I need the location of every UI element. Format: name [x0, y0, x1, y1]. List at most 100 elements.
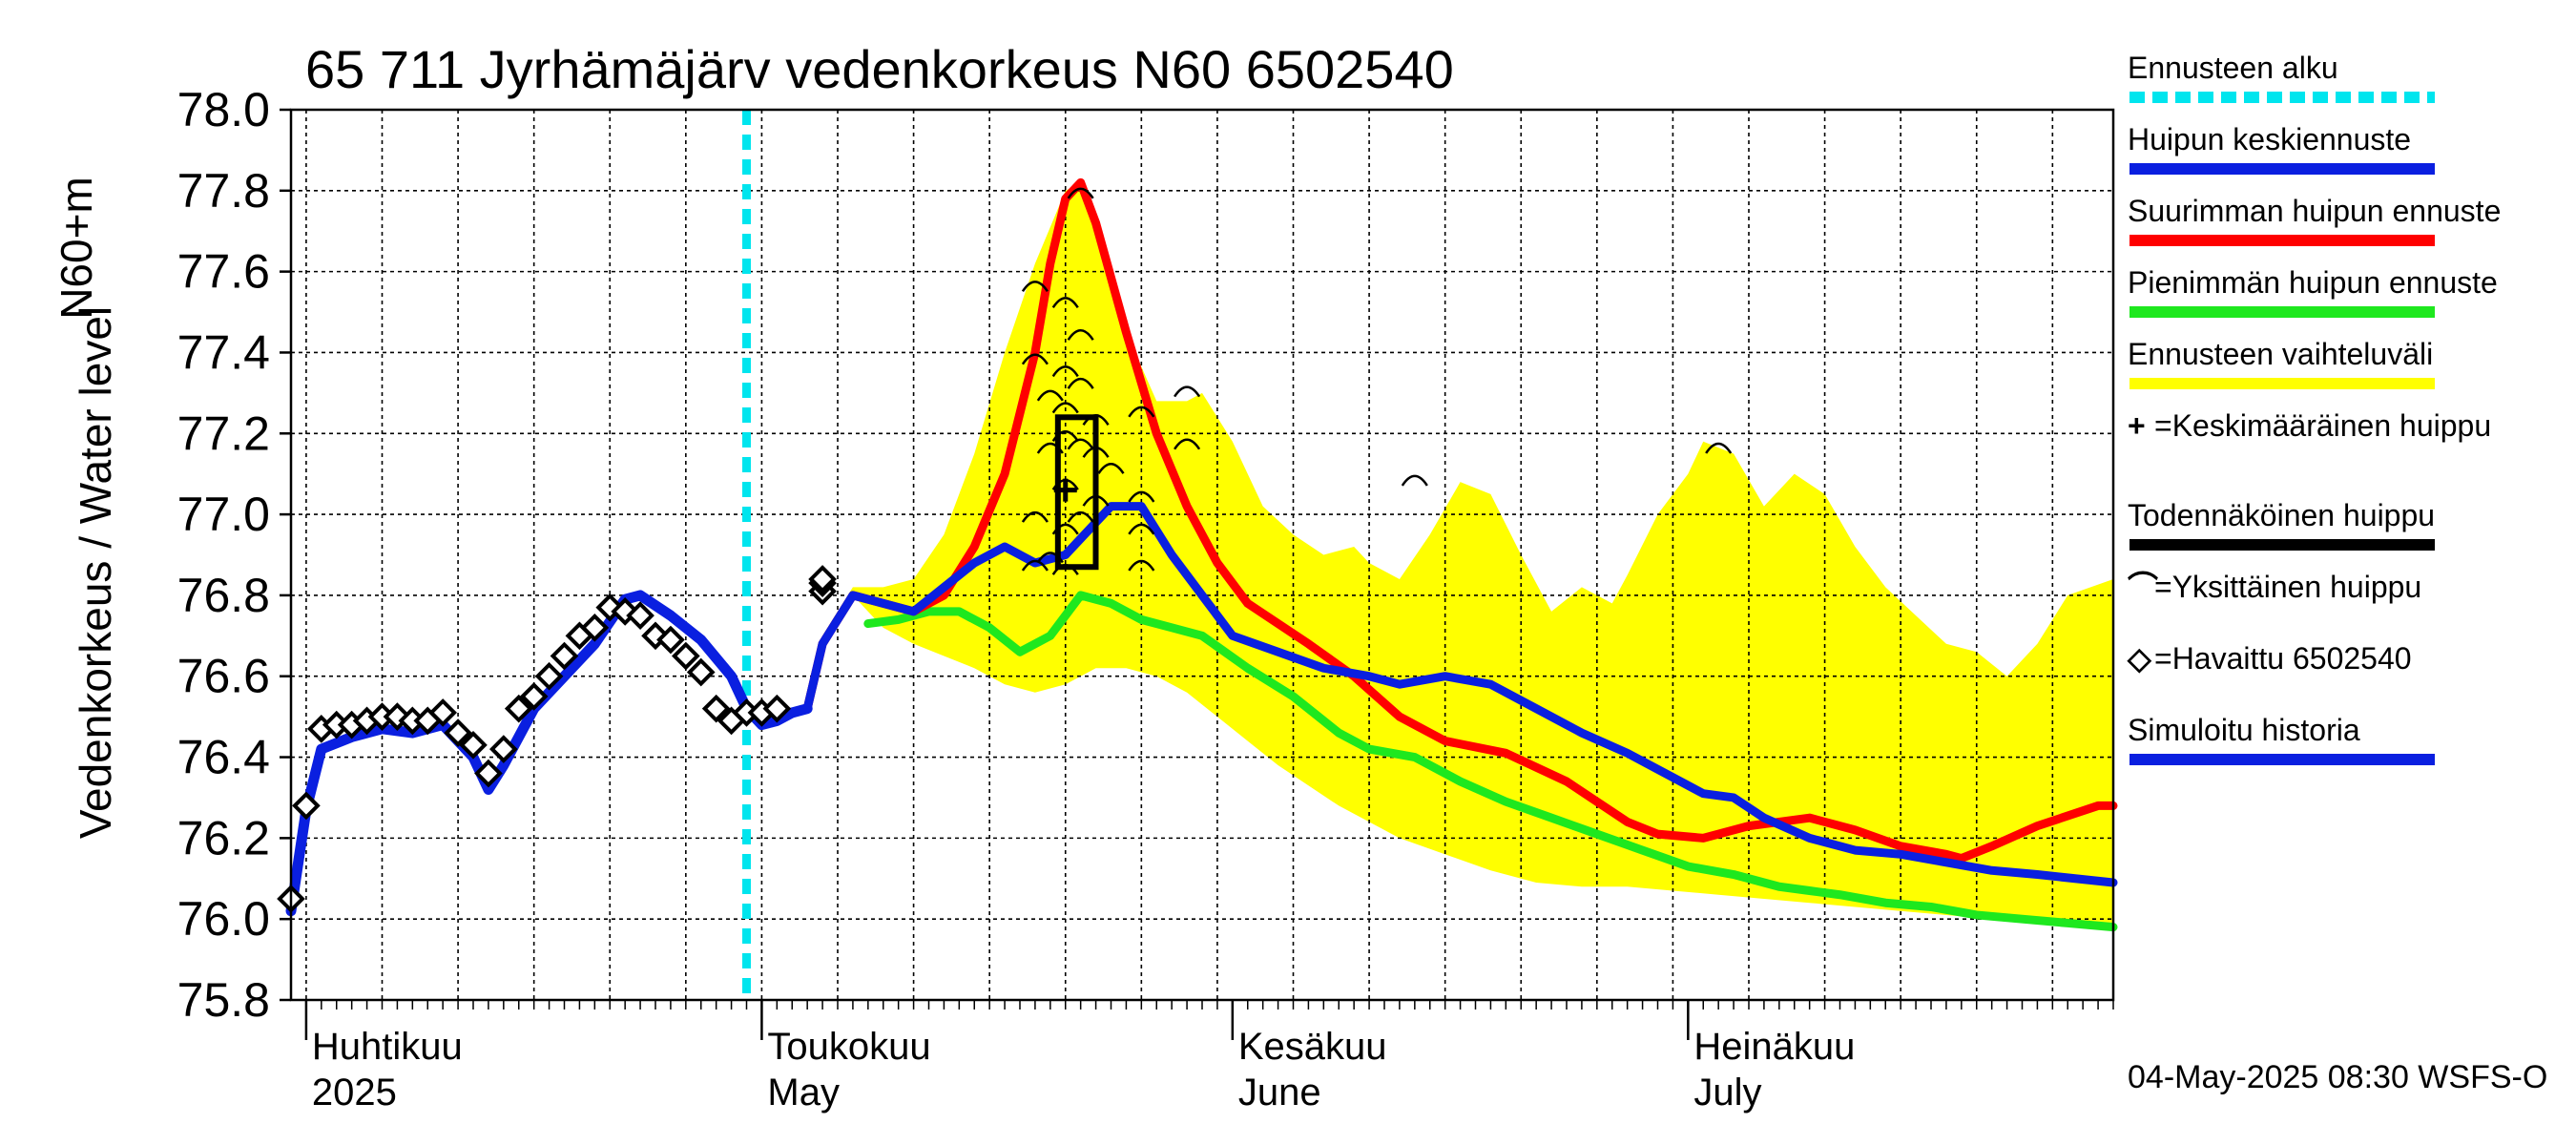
y-tick-label: 77.4: [177, 325, 270, 379]
legend-swatch: [2129, 754, 2435, 765]
single-peak-marker: [1082, 414, 1110, 427]
y-tick-label: 76.0: [177, 892, 270, 946]
legend-symbol-icon: +: [2128, 408, 2146, 443]
observed-point: [686, 657, 716, 687]
x-month-label: Heinäkuu: [1693, 1026, 1855, 1068]
single-peak-marker: [1128, 523, 1155, 535]
single-peak-marker: [1067, 329, 1094, 341]
observed-point: [489, 735, 518, 763]
legend-item-mean_forecast: Huipun keskiennuste: [2128, 121, 2566, 193]
observed-point: [808, 565, 837, 593]
legend-label: ◇ =Havaittu 6502540: [2128, 641, 2412, 676]
observed-point: [550, 641, 579, 671]
legend-item-single_peak: ⌒=Yksittäinen huippu: [2128, 569, 2566, 640]
single-peak-marker: [1051, 297, 1079, 309]
observed-point: [656, 625, 685, 655]
x-year-label: 2025: [312, 1072, 397, 1114]
legend-label: + =Keskimääräinen huippu: [2128, 408, 2492, 443]
single-peak-marker: [1705, 442, 1733, 454]
single-peak-marker: [1051, 402, 1079, 414]
observed-point: [626, 601, 654, 630]
legend-item-observed: ◇ =Havaittu 6502540: [2128, 640, 2566, 712]
observed-point: [672, 641, 700, 671]
legend-label: Todennäköinen huippu: [2128, 498, 2436, 532]
observed-point: [762, 694, 792, 723]
legend-item-simulated: Simuloitu historia: [2128, 712, 2566, 783]
observed-point: [534, 661, 564, 691]
y-tick-label: 76.6: [177, 650, 270, 703]
legend-item-max_forecast: Suurimman huipun ennuste: [2128, 193, 2566, 264]
y-tick-label: 76.4: [177, 731, 270, 784]
series-line-mean_forecast: [802, 502, 2118, 887]
chart-title: 65 711 Jyrhämäjärv vedenkorkeus N60 6502…: [305, 39, 1454, 99]
single-peak-marker: [1128, 559, 1155, 572]
axes: 75.8 76.0 76.2 76.4 76.6 76.8 77.0 77.2 77.4 77.6…: [177, 83, 2115, 1114]
legend-symbol-icon: ⌒: [2128, 570, 2159, 604]
single-peak-marker: [1051, 563, 1079, 575]
y-tick-label: 75.8: [177, 973, 270, 1027]
single-peak-marker: [1021, 281, 1049, 293]
single-peak-marker: [1082, 494, 1110, 507]
x-month-label: Kesäkuu: [1238, 1026, 1387, 1068]
legend-label: ⌒=Yksittäinen huippu: [2128, 570, 2422, 604]
single-peak-marker: [1067, 187, 1094, 199]
legend-item-forecast_start: Ennusteen alku: [2128, 50, 2566, 121]
mean-peak-marker: [1053, 478, 1077, 502]
grid: [291, 109, 2113, 1001]
legend-swatch: [2129, 539, 2435, 551]
single-peak-marker: [1067, 377, 1094, 389]
timestamp-footer: 04-May-2025 08:30 WSFS-O: [2128, 1059, 2548, 1095]
legend-item-band: Ennusteen vaihteluväli: [2128, 336, 2566, 407]
observed-point: [474, 759, 503, 788]
single-peak-marker: [1128, 406, 1155, 418]
single-peak-marker: [1097, 462, 1125, 474]
single-peaks: [1021, 187, 1733, 575]
legend-item-likely_peak: Todennäköinen huippu: [2128, 497, 2566, 569]
observed-point: [701, 694, 731, 723]
single-peak-marker: [1067, 510, 1094, 523]
legend-swatch: [2129, 235, 2435, 246]
x-year-label: June: [1238, 1072, 1321, 1114]
single-peak-marker: [1128, 490, 1155, 503]
observed-point: [444, 718, 472, 747]
single-peak-marker: [1051, 365, 1079, 378]
x-month-label: Huhtikuu: [312, 1026, 463, 1068]
single-peak-marker: [1082, 447, 1110, 458]
single-peak-marker: [1174, 438, 1201, 450]
legend-item-mean_peak: + =Keskimääräinen huippu: [2128, 407, 2566, 497]
x-year-label: July: [1693, 1072, 1761, 1114]
legend-label: Suurimman huipun ennuste: [2128, 194, 2502, 228]
single-peak-marker: [1021, 353, 1049, 365]
observed-point: [428, 698, 457, 727]
single-peak-marker: [1051, 430, 1079, 442]
observed-points: [277, 565, 837, 913]
observed-point: [292, 791, 321, 821]
legend-item-min_forecast: Pienimmän huipun ennuste: [2128, 264, 2566, 336]
legend-label: Huipun keskiennuste: [2128, 122, 2412, 156]
observed-point: [519, 682, 549, 711]
legend-label: Ennusteen vaihteluväli: [2128, 337, 2434, 371]
single-peak-marker: [1051, 523, 1079, 535]
legend-swatch: [2129, 163, 2435, 175]
x-month-label: Toukokuu: [767, 1026, 930, 1068]
observed-point: [504, 694, 533, 723]
y-tick-label: 77.2: [177, 406, 270, 460]
single-peak-marker: [1036, 552, 1064, 564]
legend-swatch: [2129, 378, 2435, 389]
legend-symbol-icon: ◇: [2128, 641, 2151, 676]
legend: Ennusteen alku Huipun keskiennuste Suurimm…: [2128, 50, 2566, 783]
y-tick-label: 78.0: [177, 83, 270, 136]
legend-label: Simuloitu historia: [2128, 713, 2360, 747]
y-tick-label: 76.8: [177, 569, 270, 622]
legend-label: Pienimmän huipun ennuste: [2128, 265, 2498, 300]
y-tick-label: 77.0: [177, 488, 270, 541]
observed-point: [580, 614, 610, 642]
y-tick-label: 76.2: [177, 811, 270, 864]
legend-swatch: [2129, 92, 2435, 103]
legend-swatch: [2129, 306, 2435, 318]
series-line-min_forecast: [863, 591, 2118, 932]
single-peak-marker: [1036, 389, 1064, 402]
observed-point: [459, 730, 488, 760]
legend-label: Ennusteen alku: [2128, 51, 2338, 85]
